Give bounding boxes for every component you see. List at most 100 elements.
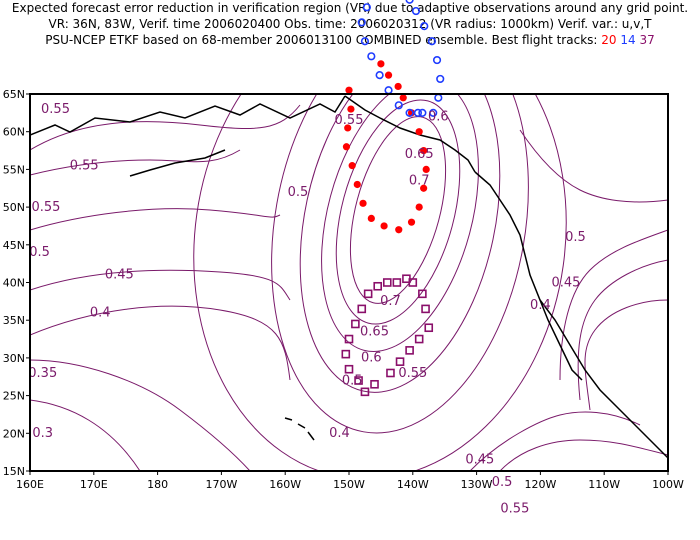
track-37-point: [382, 278, 392, 287]
track-14-point: [429, 108, 438, 117]
x-tick-label: 180: [147, 478, 168, 491]
contour-west-0.45: [30, 269, 291, 301]
track-37-point: [405, 346, 414, 355]
x-tick-label: 100W: [652, 478, 684, 491]
track-37-point: [354, 376, 363, 385]
track-14-point: [362, 3, 371, 12]
contour-west-0.35: [30, 359, 251, 471]
track-20-point: [420, 184, 428, 192]
track-20-point: [367, 214, 375, 223]
y-tick-label: 50N: [3, 201, 25, 214]
y-tick-label: 35N: [3, 314, 25, 327]
track-20-label: 20: [601, 33, 617, 47]
y-tick-label: 25N: [3, 390, 25, 403]
track-14-point: [357, 18, 366, 27]
y-tick-label: 65N: [3, 88, 25, 101]
track-37-point: [424, 323, 434, 333]
track-20-point: [345, 86, 353, 94]
contour-label: 0.55: [70, 158, 99, 173]
track-14-point: [405, 108, 414, 117]
x-tick-label: 110W: [588, 478, 620, 491]
contour-labels: 0.550.550.550.50.450.40.350.30.50.55 0.60…: [28, 102, 586, 517]
contour-label: 0.4: [90, 305, 111, 320]
coast-hawaii: [284, 417, 315, 441]
y-tick-label: 45N: [3, 239, 25, 252]
track-14-point: [375, 71, 384, 80]
track-14-point: [434, 93, 443, 102]
track-20-point: [353, 180, 361, 189]
track-20-point: [407, 218, 416, 226]
track-37-point: [395, 357, 405, 366]
y-tick-label: 40N: [3, 277, 25, 290]
track-20-point: [394, 82, 402, 91]
track-20-point: [422, 165, 430, 173]
y-axis: 15N 20N 25N 30N 35N 40N 45N 50N 55N 60N 65N: [3, 88, 30, 478]
contour-label: 0.4: [530, 298, 551, 313]
contour-0.45: [193, 94, 567, 471]
map-header: Expected forecast error reduction in ver…: [0, 0, 700, 48]
contour-label: 0.5: [29, 245, 50, 260]
contour-south-0.5: [499, 439, 668, 471]
track-14-point: [418, 108, 427, 117]
contour-west-0.4: [30, 305, 291, 381]
track-20-point: [420, 146, 428, 155]
track-20-point: [384, 71, 393, 79]
contour-label: 0.55: [41, 102, 70, 117]
x-tick-label: 140W: [397, 478, 429, 491]
contour-west-0.55: [30, 104, 301, 151]
track-14-point: [432, 55, 442, 65]
coast-alaska: [30, 95, 346, 136]
contour-0.7: [349, 116, 447, 304]
track-37-point: [386, 368, 395, 378]
contour-west-0.5: [30, 208, 281, 231]
contour-label: 0.55: [398, 366, 427, 381]
contour-east-0.4: [584, 299, 668, 411]
contour-label: 0.6: [428, 109, 449, 124]
track-14-point: [405, 0, 414, 4]
track-14-point: [384, 86, 393, 95]
contour-south-0.45: [469, 411, 641, 471]
contour-0.6: [321, 94, 479, 353]
coast-baja: [539, 299, 583, 381]
contour-label: 0.6: [361, 351, 382, 366]
contour-label: 0.65: [405, 147, 434, 162]
contour-label: 0.45: [551, 275, 580, 290]
track-20-point: [380, 222, 388, 230]
contour-west-0.3: [30, 399, 141, 471]
track-37-point: [402, 274, 411, 284]
track-20-point: [415, 128, 423, 136]
contour-label: 0.5: [492, 475, 513, 490]
contour-label: 0.5: [565, 230, 586, 245]
track-37-point: [357, 304, 367, 314]
track-37-point: [392, 278, 402, 287]
y-tick-label: 15N: [3, 465, 25, 478]
track-14: [357, 0, 445, 117]
track-37-point: [421, 304, 430, 314]
contour-east-0.45: [577, 259, 668, 401]
track-37-point: [373, 281, 383, 291]
track-20-point: [399, 94, 407, 102]
x-tick-label: 170E: [80, 478, 108, 491]
track-20-point: [348, 162, 356, 170]
track-14-label: 14: [620, 33, 636, 47]
contour-label: 0.5: [288, 185, 309, 200]
contour-label: 0.55: [335, 113, 364, 128]
track-37-point: [418, 289, 427, 299]
contour-east-0.5: [559, 229, 668, 381]
track-37-point: [360, 387, 370, 397]
y-tick-label: 60N: [3, 126, 25, 139]
header-line-3-prefix: PSU-NCEP ETKF based on 68-member 2006013…: [45, 33, 598, 47]
track-20-point: [415, 203, 423, 211]
x-tick-label: 170W: [205, 478, 237, 491]
contour-west-0.55b: [30, 149, 241, 176]
track-37-point: [341, 349, 351, 359]
track-14-point: [413, 108, 423, 117]
track-14-point: [420, 22, 429, 31]
x-tick-label: 130W: [461, 478, 493, 491]
contour-label: 0.35: [28, 366, 57, 381]
flight-tracks: [341, 0, 445, 397]
header-line-3: PSU-NCEP ETKF based on 68-member 2006013…: [0, 32, 700, 48]
track-37-point: [370, 379, 379, 389]
track-20-point: [344, 124, 352, 132]
